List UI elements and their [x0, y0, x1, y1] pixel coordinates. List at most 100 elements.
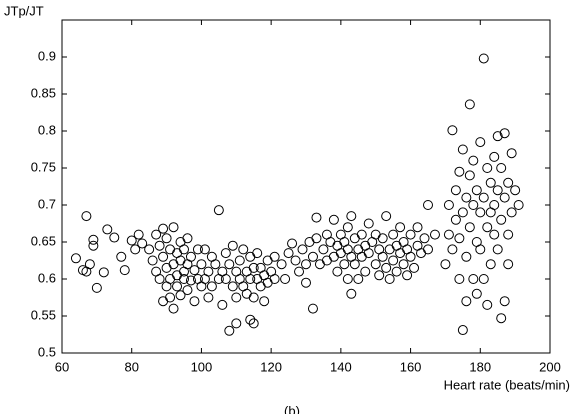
point [475, 244, 486, 255]
point [91, 282, 102, 293]
point [461, 192, 472, 203]
point [440, 259, 451, 270]
point [429, 229, 440, 240]
y-tick-label: 0.85 [31, 85, 56, 100]
point [185, 251, 196, 262]
point [248, 292, 259, 303]
point [482, 163, 493, 173]
point [499, 192, 510, 203]
point [269, 274, 280, 284]
x-tick-label: 120 [260, 359, 282, 374]
point [454, 233, 465, 244]
point [464, 170, 475, 181]
point [238, 244, 249, 255]
point [158, 223, 169, 234]
point [503, 259, 514, 270]
point [457, 325, 468, 336]
point [307, 303, 318, 314]
point [224, 325, 235, 336]
point [276, 259, 287, 270]
point [290, 255, 301, 266]
point [283, 248, 294, 259]
point [182, 285, 193, 296]
point [172, 281, 183, 292]
point [468, 155, 479, 166]
point [342, 222, 353, 233]
point [245, 314, 256, 325]
point [175, 290, 186, 301]
point [332, 266, 343, 277]
point [419, 233, 430, 244]
plot-frame [61, 19, 551, 354]
point [161, 233, 172, 244]
point [496, 313, 507, 324]
point [248, 318, 259, 329]
point [478, 53, 489, 64]
point [464, 99, 475, 110]
point [492, 185, 503, 196]
point [468, 200, 479, 210]
point [311, 212, 322, 223]
point [81, 211, 92, 222]
point [485, 259, 496, 270]
point [443, 200, 454, 210]
point [179, 274, 189, 284]
point [475, 137, 486, 148]
point [88, 234, 99, 245]
point [454, 274, 465, 284]
point [130, 244, 141, 255]
point [168, 303, 179, 314]
point [377, 233, 388, 244]
point [179, 244, 189, 255]
point [492, 244, 503, 255]
point [510, 185, 521, 196]
point [381, 262, 392, 273]
point [196, 259, 207, 270]
point [287, 238, 298, 249]
y-tick-label: 0.5 [38, 344, 56, 359]
point [513, 200, 524, 210]
point [506, 207, 517, 218]
point [496, 163, 507, 173]
x-tick-label: 100 [191, 359, 213, 374]
point [234, 255, 245, 266]
y-tick-label: 0.9 [38, 48, 56, 63]
point [227, 240, 238, 251]
point [381, 211, 392, 222]
point [492, 131, 503, 142]
point [346, 288, 357, 299]
point [423, 200, 433, 210]
point [199, 244, 210, 255]
point [151, 229, 162, 240]
point [412, 222, 423, 233]
point [468, 274, 479, 284]
point [116, 251, 127, 262]
point [185, 275, 196, 286]
point [147, 255, 158, 266]
point [485, 177, 496, 188]
x-axis-label: Heart rate (beats/min) [444, 377, 570, 392]
point [405, 251, 416, 262]
point [189, 296, 200, 307]
point [506, 148, 517, 159]
point [269, 251, 280, 262]
point [133, 229, 144, 240]
point [450, 214, 461, 225]
point [388, 229, 399, 240]
point [489, 229, 500, 240]
point [217, 299, 228, 310]
point [377, 251, 388, 262]
y-tick-label: 0.8 [38, 122, 56, 137]
point [489, 200, 500, 210]
y-tick-label: 0.7 [38, 196, 56, 211]
point [307, 251, 318, 262]
point [398, 259, 409, 270]
point [165, 292, 176, 303]
y-tick-label: 0.6 [38, 270, 56, 285]
point [220, 274, 231, 284]
x-tick-label: 140 [330, 359, 352, 374]
point [119, 265, 130, 276]
point [126, 235, 137, 246]
point [388, 255, 399, 266]
